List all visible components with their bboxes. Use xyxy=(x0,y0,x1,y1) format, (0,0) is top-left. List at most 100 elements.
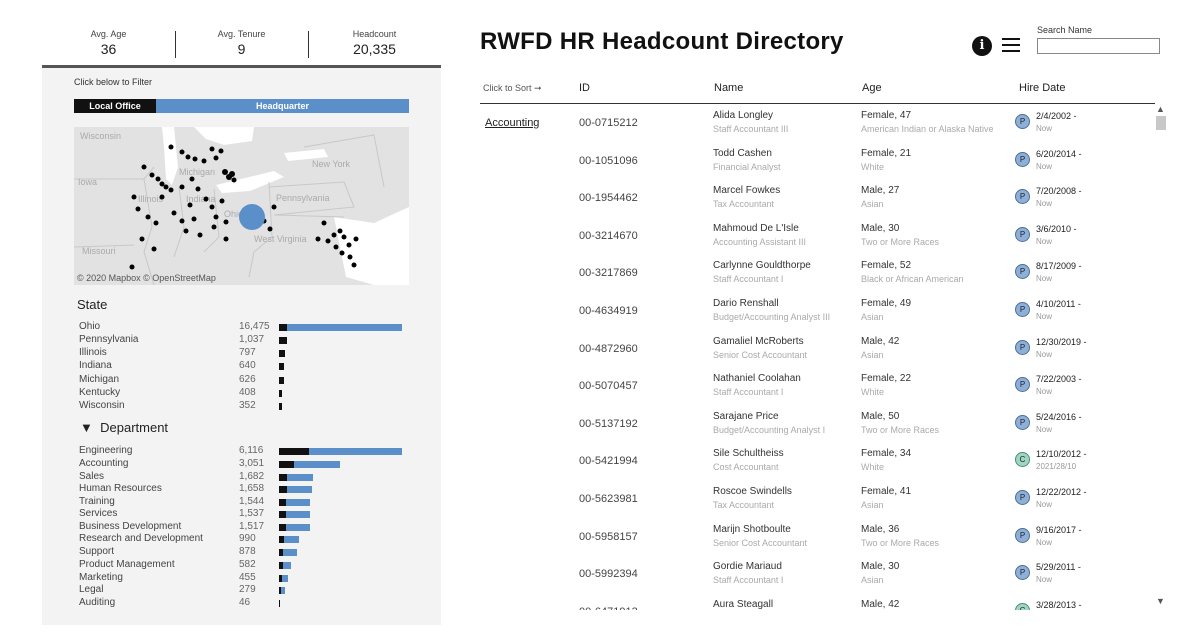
employee-race: Asian xyxy=(861,500,884,510)
employee-title: Senior Cost Accountant xyxy=(713,537,808,548)
table-row[interactable]: 00-1954462 Marcel Fowkes Tax Accountant … xyxy=(480,180,1155,218)
employee-race: Asian xyxy=(861,312,884,322)
table-row[interactable]: 00-5992394 Gordie Mariaud Staff Accounta… xyxy=(480,556,1155,594)
table-row[interactable]: 00-5421994 Sile Schultheiss Cost Account… xyxy=(480,443,1155,481)
state-label: Wisconsin xyxy=(79,400,125,411)
department-row[interactable]: Training 1,544 xyxy=(79,496,409,509)
status-badge: P xyxy=(1015,339,1030,355)
employee-id: 00-5137192 xyxy=(579,417,638,430)
table-row[interactable]: 00-5958157 Marijn Shotboulte Senior Cost… xyxy=(480,519,1155,557)
table-scrollbar[interactable] xyxy=(1155,104,1167,608)
lake-erie xyxy=(216,171,284,193)
state-section-title: State xyxy=(77,297,108,312)
employee-id: 00-5421994 xyxy=(579,455,638,468)
column-hire-date[interactable]: Hire Date xyxy=(1019,82,1066,94)
state-row[interactable]: Pennsylvania 1,037 xyxy=(79,334,409,347)
table-row[interactable]: 00-6471913 Aura Steagall Male, 42 C 3/28… xyxy=(480,594,1155,610)
collapse-arrow-icon[interactable]: ▼ xyxy=(80,420,93,435)
department-bar-total xyxy=(279,474,313,481)
office-toggle[interactable]: Local Office Headquarter xyxy=(74,99,409,113)
department-row[interactable]: Sales 1,682 xyxy=(79,471,409,484)
lake-huron xyxy=(194,127,254,145)
employee-name: Carlynne Gouldthorpe xyxy=(713,260,811,272)
employee-name: Todd Cashen xyxy=(713,147,772,159)
department-bar-local xyxy=(279,536,284,543)
table-row[interactable]: 00-5070457 Nathaniel Coolahan Staff Acco… xyxy=(480,368,1155,406)
department-row[interactable]: Support 878 xyxy=(79,546,409,559)
department-value: 1,517 xyxy=(239,521,265,532)
hire-date: 6/20/2014 - xyxy=(1036,148,1082,159)
state-row[interactable]: Ohio 16,475 xyxy=(79,321,409,334)
department-row[interactable]: Research and Development 990 xyxy=(79,533,409,546)
state-label: Ohio xyxy=(79,321,101,332)
map-credit: © 2020 Mapbox © OpenStreetMap xyxy=(77,273,216,283)
state-row[interactable]: Indiana 640 xyxy=(79,360,409,373)
employee-title: Staff Accountant III xyxy=(713,124,789,134)
employee-race: White xyxy=(861,462,885,473)
hire-date: 3/28/2013 - xyxy=(1036,599,1082,610)
employee-name: Aura Steagall xyxy=(713,598,774,610)
hamburger-menu-icon[interactable] xyxy=(1002,38,1020,52)
department-label: Legal xyxy=(79,584,104,595)
local-office-filter[interactable]: Local Office xyxy=(74,99,156,113)
table-row[interactable]: 00-3214670 Mahmoud De L'Isle Accounting … xyxy=(480,218,1155,256)
scroll-up-icon[interactable]: ▲ xyxy=(1156,104,1165,114)
employee-title: Cost Accountant xyxy=(713,462,779,473)
map-label: New York xyxy=(312,159,351,169)
employee-gender-age: Female, 34 xyxy=(861,448,912,460)
employee-race: Two or More Races xyxy=(861,424,940,435)
table-row[interactable]: 00-5137192 Sarajane Price Budget/Account… xyxy=(480,406,1155,444)
column-name[interactable]: Name xyxy=(714,82,744,94)
department-row[interactable]: Engineering 6,116 xyxy=(79,445,409,458)
state-row[interactable]: Kentucky 408 xyxy=(79,387,409,400)
kpi-value: 36 xyxy=(100,41,117,57)
department-bar-total xyxy=(279,499,311,506)
state-label: Illinois xyxy=(79,347,107,358)
state-value: 626 xyxy=(239,374,256,385)
column-id[interactable]: ID xyxy=(579,82,590,94)
employee-gender-age: Female, 47 xyxy=(861,110,912,121)
department-row[interactable]: Business Development 1,517 xyxy=(79,521,409,534)
scroll-thumb[interactable] xyxy=(1156,116,1166,130)
state-row[interactable]: Michigan 626 xyxy=(79,374,409,387)
hire-date: 3/6/2010 - xyxy=(1036,223,1077,234)
employee-table: Accounting 00-0715212 Alida Longley Staf… xyxy=(480,105,1155,610)
search-name-input[interactable] xyxy=(1037,38,1160,54)
department-bar-local xyxy=(279,575,282,582)
department-bar-local xyxy=(279,524,287,531)
headquarter-marker[interactable] xyxy=(239,204,265,230)
table-row[interactable]: 00-5623981 Roscoe Swindells Tax Accounta… xyxy=(480,481,1155,519)
department-row[interactable]: Product Management 582 xyxy=(79,559,409,572)
state-bar-local xyxy=(279,363,284,370)
table-row[interactable]: 00-3217869 Carlynne Gouldthorpe Staff Ac… xyxy=(480,255,1155,293)
map-label: Indiana xyxy=(186,194,216,204)
department-row[interactable]: Accounting 3,051 xyxy=(79,458,409,471)
state-row[interactable]: Wisconsin 352 xyxy=(79,400,409,413)
department-row[interactable]: Auditing 46 xyxy=(79,597,409,610)
headquarter-filter[interactable]: Headquarter xyxy=(156,99,409,113)
department-row[interactable]: Human Resources 1,658 xyxy=(79,483,409,496)
office-map[interactable]: Wisconsin Michigan Iowa Illinois Indiana… xyxy=(74,127,409,285)
table-row[interactable]: 00-4634919 Dario Renshall Budget/Account… xyxy=(480,293,1155,331)
end-date: Now xyxy=(1036,124,1053,133)
department-section-title[interactable]: ▼ Department xyxy=(80,420,168,435)
kpi-avg-tenure: Avg. Tenure 9 xyxy=(175,20,308,65)
table-row[interactable]: 00-4872960 Gamaliel McRoberts Senior Cos… xyxy=(480,331,1155,369)
sort-hint[interactable]: Click to Sort ➞ xyxy=(483,83,542,93)
state-row[interactable]: Illinois 797 xyxy=(79,347,409,360)
department-bar-local xyxy=(279,461,294,468)
scroll-down-icon[interactable]: ▼ xyxy=(1156,596,1165,606)
employee-name: Mahmoud De L'Isle xyxy=(713,222,799,234)
department-label: Sales xyxy=(79,471,105,482)
table-row[interactable]: 00-0715212 Alida Longley Staff Accountan… xyxy=(480,105,1155,143)
employee-gender-age: Female, 21 xyxy=(861,147,912,159)
department-row[interactable]: Marketing 455 xyxy=(79,572,409,585)
table-row[interactable]: 00-1051096 Todd Cashen Financial Analyst… xyxy=(480,143,1155,181)
department-group-label[interactable]: Accounting xyxy=(485,117,540,129)
employee-title: Budget/Accounting Analyst I xyxy=(713,424,826,435)
column-age[interactable]: Age xyxy=(862,82,882,94)
department-row[interactable]: Legal 279 xyxy=(79,584,409,597)
department-row[interactable]: Services 1,537 xyxy=(79,508,409,521)
info-icon[interactable]: i xyxy=(972,36,992,56)
employee-gender-age: Male, 42 xyxy=(861,335,900,347)
